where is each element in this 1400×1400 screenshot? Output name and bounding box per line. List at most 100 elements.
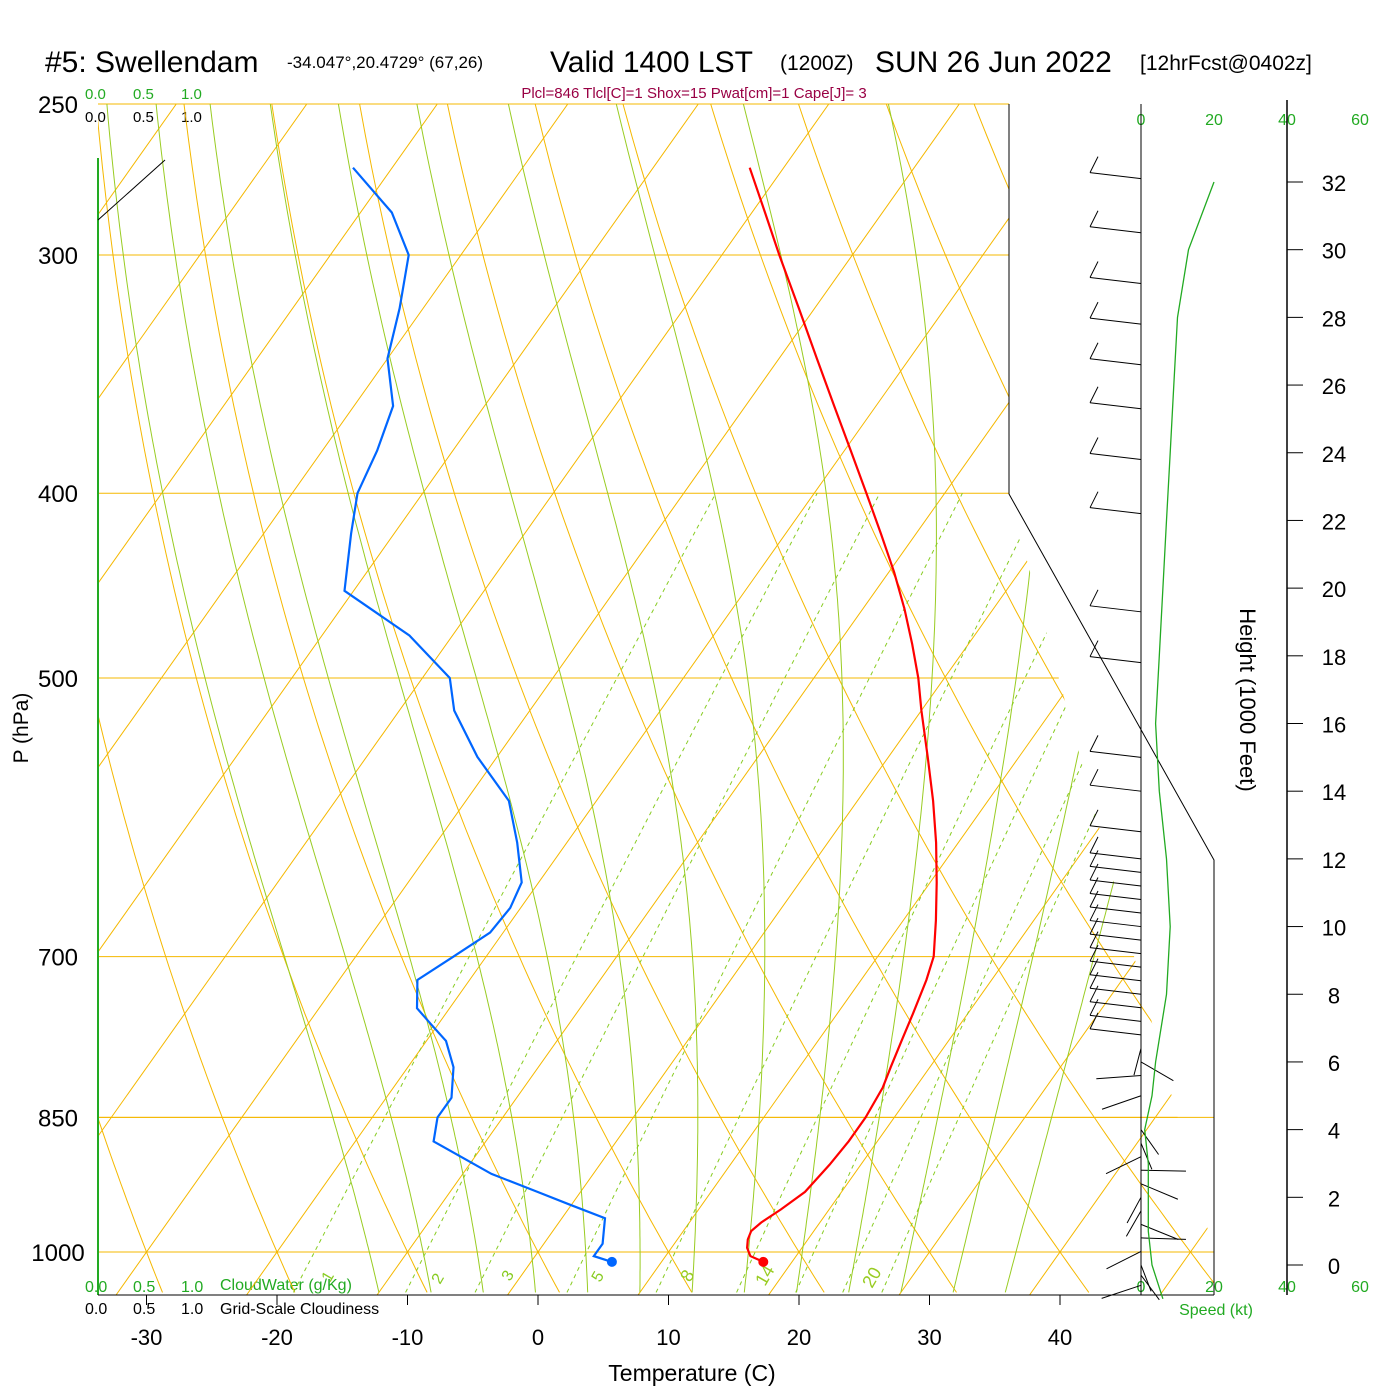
wind-barb <box>1140 1237 1186 1240</box>
wind-barb <box>1089 865 1142 873</box>
dry-adiabat-line <box>710 104 1214 1293</box>
isotherm-line <box>98 104 308 1295</box>
speed-scale-top-3: 60 <box>1351 112 1369 129</box>
dry-adiabat-line <box>446 104 957 1293</box>
x-axis-title: Temperature (C) <box>608 1360 775 1386</box>
wind-barb-flag <box>1089 156 1099 173</box>
wind-profile <box>1089 156 1215 1301</box>
dry-adiabat-line <box>534 104 1090 1293</box>
dry-adiabat-line <box>1238 104 1400 1292</box>
plot-frame <box>97 100 1288 1296</box>
wind-barb <box>1140 1061 1174 1082</box>
wind-barb <box>1089 317 1142 325</box>
cloud-scale-top-2: 1.0 <box>181 86 202 103</box>
wind-barb <box>1089 402 1142 410</box>
height-tick-label: 20 <box>1322 577 1346 602</box>
wind-barb-flag <box>1089 491 1099 508</box>
height-tick-label: 12 <box>1322 848 1346 873</box>
wind-barb <box>1125 1210 1142 1237</box>
wind-barb <box>1089 1014 1142 1022</box>
mixing-ratio-line <box>736 492 1115 1293</box>
cloudiness-scale-bottom-0: 0.0 <box>85 1301 107 1318</box>
wind-barb-flag <box>1089 301 1099 319</box>
height-tick-label: 22 <box>1322 509 1346 534</box>
wind-barb-flag <box>1089 944 1099 962</box>
x-tick-label: -20 <box>261 1325 293 1350</box>
wind-barb <box>1089 825 1142 833</box>
wind-barb <box>1089 974 1142 982</box>
wind-barb <box>1140 1129 1159 1155</box>
wind-barb <box>1089 852 1142 860</box>
surface-temperature-dot <box>758 1256 769 1267</box>
height-tick-label: 0 <box>1328 1254 1340 1279</box>
wind-barb-flag <box>1089 999 1099 1016</box>
cloudiness-scale-top-0: 0.0 <box>85 109 106 126</box>
speed-scale-bottom: 0 20 40 60 Speed (kt) <box>1137 1279 1369 1319</box>
height-tick-label: 10 <box>1322 916 1346 941</box>
cloudiness-scale-top-2: 1.0 <box>181 109 202 126</box>
wind-barb <box>1089 453 1142 461</box>
dry-adiabat-line <box>1149 104 1214 1293</box>
wind-barb-flag <box>1089 342 1099 359</box>
moist-adiabat-label: 20 <box>858 1264 885 1291</box>
dry-adiabat-line <box>98 104 296 1293</box>
moist-adiabat-lines: 8 14 20 <box>106 104 1214 1293</box>
cloudwater-scale-top: 0.0 0.5 1.0 <box>85 86 202 103</box>
wind-barb-flag <box>1089 917 1099 935</box>
isotherm-line <box>115 104 960 1295</box>
mixing-ratio-line <box>842 492 1210 1293</box>
wind-barb <box>1101 1095 1142 1110</box>
wind-barb <box>1089 892 1142 900</box>
height-tick-label: 26 <box>1322 374 1346 399</box>
moist-adiabat-line <box>1004 104 1214 1293</box>
wind-barb-flag <box>1089 210 1099 227</box>
dry-adiabat-line <box>1061 104 1214 1293</box>
wind-barb-flag <box>1089 958 1099 975</box>
isotherm-line <box>98 104 830 1295</box>
dry-adiabat-line <box>359 104 825 1293</box>
height-tick-label: 18 <box>1322 645 1346 670</box>
speed-scale-top-1: 20 <box>1205 112 1223 129</box>
wind-barb-flag <box>1089 735 1099 752</box>
mixing-ratio-line <box>655 492 1043 1293</box>
dewpoint-line <box>343 166 613 1263</box>
mixing-ratio-label: 3 <box>499 1268 518 1284</box>
moist-adiabat-line <box>952 104 1180 1293</box>
p-tick-label: 1000 <box>31 1240 84 1267</box>
y2-axis-title: Height (1000 Feet) <box>1235 608 1260 791</box>
stability-indices: Plcl=846 Tlcl[C]=1 Shox=15 Pwat[cm]=1 Ca… <box>521 85 866 102</box>
wind-barb <box>1089 920 1142 928</box>
dry-adiabat-line <box>98 104 428 1293</box>
wind-barb-flag <box>1089 850 1099 867</box>
wind-barb-flag <box>1089 985 1099 1003</box>
moist-adiabat-line <box>269 104 536 1293</box>
wind-barb <box>1089 960 1142 968</box>
zulu-time: (1200Z) <box>780 52 854 75</box>
wind-barb <box>1089 656 1142 664</box>
x-tick-label: 0 <box>532 1325 544 1350</box>
cloudiness-label: Grid-Scale Cloudiness <box>220 1301 379 1318</box>
cloudiness-scale-bottom: 0.0 0.5 1.0 Grid-Scale Cloudiness <box>85 1301 379 1318</box>
height-tick-label: 24 <box>1322 442 1346 467</box>
wind-barb-flag <box>1089 437 1099 454</box>
cloud-scale-top-0: 0.0 <box>85 86 106 103</box>
isotherm-line <box>637 104 1214 1295</box>
mixing-ratio-line <box>566 492 963 1293</box>
x-tick-label: 20 <box>787 1325 811 1350</box>
wind-barb <box>1089 933 1142 941</box>
moist-adiabat-label: 8 <box>676 1266 698 1285</box>
cloudwater-scale-bottom: 0.0 0.5 1.0 CloudWater (g/Kg) <box>85 1277 352 1296</box>
wind-barb <box>1089 1001 1142 1009</box>
wind-barb-flag <box>1089 890 1099 908</box>
wind-barb <box>1089 987 1142 995</box>
isotherm-line <box>1159 104 1214 1295</box>
mixing-ratio-line <box>795 492 1168 1293</box>
mixing-ratio-line <box>293 492 717 1293</box>
p-tick-label: 400 <box>38 481 78 508</box>
cloudiness-scale-bottom-1: 0.5 <box>133 1301 155 1318</box>
isotherm-line <box>898 104 1214 1295</box>
p-tick-label: 500 <box>38 666 78 693</box>
wind-barb-flag <box>1089 877 1099 894</box>
x-tick-label: 10 <box>656 1325 680 1350</box>
height-tick-label: 14 <box>1322 780 1346 805</box>
